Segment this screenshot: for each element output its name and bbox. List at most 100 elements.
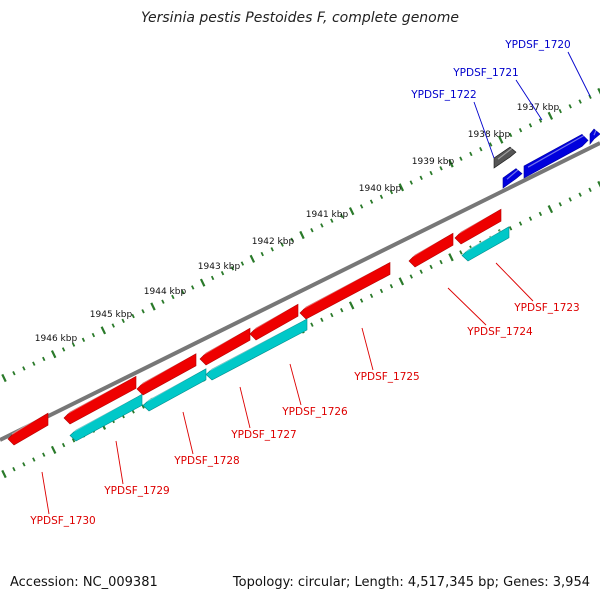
gene-label-ypdsf-1727[interactable]: YPDSF_1727 [230,429,297,441]
leader-line-ypdsf-1726 [289,363,302,406]
outer-tick-mark [42,356,46,362]
kbp-label: 1941 kbp [306,210,349,220]
gene-arrow-ypdsf-1729 [63,375,137,425]
gene-label-ypdsf-1720[interactable]: YPDSF_1720 [504,39,571,51]
gene-arrow-ypdsf-1720 [589,128,600,145]
outer-tick-mark [210,275,215,281]
outer-tick-mark [379,194,384,200]
outer-tick-mark [50,350,57,359]
gene-arrow-ypdsf-1724 [408,232,454,268]
inner-tick-mark [310,322,314,327]
gene-label-ypdsf-1728[interactable]: YPDSF_1728 [173,455,240,467]
leader-line-ypdsf-1720 [567,51,591,97]
outer-tick-mark [71,342,76,347]
inner-tick-mark [320,317,324,323]
gene-label-ypdsf-1722[interactable]: YPDSF_1722 [410,89,477,101]
outer-tick-mark [161,299,165,304]
inner-tick-mark [359,298,364,303]
gene-label-ypdsf-1730[interactable]: YPDSF_1730 [29,515,96,527]
inner-tick-mark [419,269,423,274]
gene-label-ypdsf-1724[interactable]: YPDSF_1724 [466,326,533,338]
gene-arrow-ypdsf-1730 [7,412,49,446]
outer-tick-mark [330,218,334,223]
gene-arrow-ypdsf-1730-bevel [11,413,45,435]
cds-feature [461,226,510,262]
outer-tick-mark [32,361,36,366]
outer-tick-mark [111,323,115,328]
gene-arrow-ypdsf-1722-bevel [506,169,519,180]
outer-tick-mark [240,261,245,266]
outer-tick-mark [150,302,156,311]
inner-tick-mark [12,466,16,472]
kbp-label: 1943 kbp [198,262,241,272]
gene-arrow-ypdsf-1728 [136,353,197,396]
outer-tick-mark [497,135,504,144]
cds-feature-bevel [209,319,304,371]
outer-tick-mark [171,294,175,300]
outer-tick-mark [469,151,473,157]
outer-tick-mark [22,366,26,371]
kbp-label: 1946 kbp [35,334,78,344]
kbp-scale-labels: 1937 kbp 1938 kbp 1939 kbp 1940 kbp 1941 kbp… [35,103,560,344]
outer-tick-mark [369,199,374,204]
outer-tick-mark [220,270,225,276]
outer-tick-mark [280,242,284,247]
leader-line-ypdsf-1727 [239,386,251,429]
inner-tick-mark [71,438,76,443]
gene-arrow-ypdsf-1725 [299,261,391,320]
inner-tick-mark [50,445,57,454]
gene-label-ypdsf-1725[interactable]: YPDSF_1725 [353,371,420,383]
inner-tick-mark [348,301,355,310]
gene-arrow-ypdsf-1728-bevel [140,354,193,385]
inner-tick-mark [42,452,46,457]
gene-arrow-ypdsf-1724-bevel [412,233,450,257]
outer-tick-mark [419,175,423,180]
cds-feature [205,318,308,381]
outer-tick-mark [538,118,543,123]
gene-label-ypdsf-1721[interactable]: YPDSF_1721 [452,67,519,79]
outer-tick-mark [1,373,7,383]
outer-tick-mark [320,223,324,228]
outer-tick-mark [359,204,364,209]
outer-tick-mark [528,123,533,128]
gene-label-ypdsf-1726[interactable]: YPDSF_1726 [281,406,348,418]
outer-tick-mark [479,147,483,152]
leader-line-ypdsf-1725 [361,327,374,371]
inner-tick-mark [22,462,26,467]
gene-arrow-ypdsf-1726 [249,303,299,341]
gene-arrow-rna [493,146,517,169]
outer-tick-mark [191,285,195,290]
outer-tick-mark [409,180,413,185]
outer-tick-mark [199,278,206,287]
outer-tick-mark [100,326,107,335]
outer-tick-mark [230,266,235,271]
kbp-label: 1944 kbp [144,287,187,297]
outer-tick-mark [299,230,305,240]
inner-tick-mark [32,457,36,462]
leader-line-ypdsf-1722 [473,101,495,159]
gene-arrow-ypdsf-1721-bevel [527,134,585,168]
leader-line-ypdsf-1728 [182,411,194,455]
outer-tick-mark [398,183,405,192]
leader-line-ypdsf-1723 [495,262,534,302]
leader-line-ypdsf-1730 [41,471,50,515]
inner-tick-mark [409,274,413,279]
inner-tick-mark [448,253,454,262]
kbp-label: 1938 kbp [468,130,511,140]
gene-label-ypdsf-1729[interactable]: YPDSF_1729 [103,485,170,497]
map-title: Yersinia pestis Pestoides F, complete ge… [141,10,459,26]
inner-tick-mark [518,221,523,226]
outer-tick-mark [508,132,513,138]
inner-tick-mark [429,264,433,270]
outer-tick-mark [448,159,454,168]
outer-tick-mark [340,213,344,219]
inner-tick-mark [547,205,554,214]
outer-tick-mark [489,142,493,147]
outer-tick-mark [547,111,554,120]
label-leader-lines [41,51,591,515]
outer-tick-mark [518,127,523,133]
genome-summary-text: Topology: circular; Length: 4,517,345 bp… [232,575,590,590]
cds-feature-bevel [146,369,203,402]
gene-label-ypdsf-1723[interactable]: YPDSF_1723 [513,302,580,314]
outer-tick-mark [439,166,443,171]
